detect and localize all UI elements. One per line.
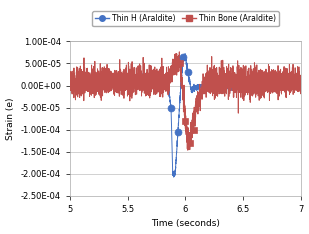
Y-axis label: Strain (e): Strain (e): [6, 97, 15, 140]
Legend: Thin H (Araldite), Thin Bone (Araldite): Thin H (Araldite), Thin Bone (Araldite): [92, 11, 279, 26]
X-axis label: Time (seconds): Time (seconds): [151, 219, 220, 228]
